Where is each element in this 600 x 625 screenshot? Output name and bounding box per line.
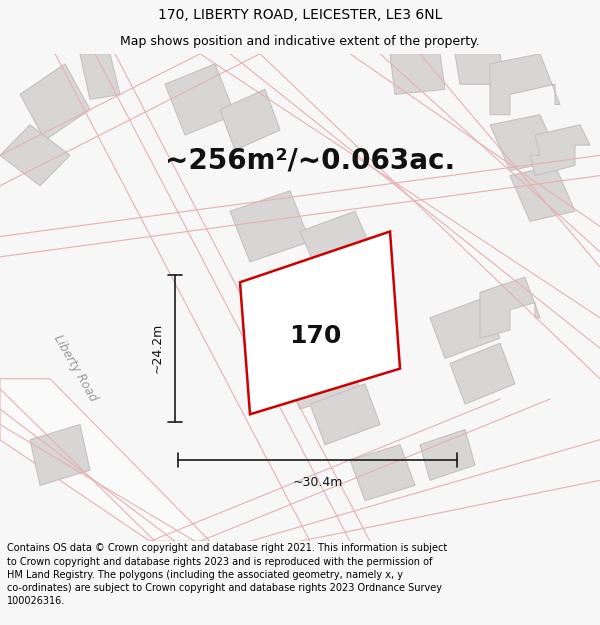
Polygon shape (350, 445, 415, 501)
Polygon shape (430, 298, 500, 358)
Polygon shape (490, 54, 560, 115)
Text: ~256m²/~0.063ac.: ~256m²/~0.063ac. (165, 146, 455, 174)
Polygon shape (220, 89, 280, 150)
Polygon shape (0, 379, 210, 541)
Polygon shape (165, 64, 235, 135)
Polygon shape (280, 343, 360, 409)
Polygon shape (0, 125, 70, 186)
Polygon shape (450, 343, 515, 404)
Text: 170, LIBERTY ROAD, LEICESTER, LE3 6NL: 170, LIBERTY ROAD, LEICESTER, LE3 6NL (158, 8, 442, 22)
Polygon shape (480, 278, 540, 338)
Text: ~24.2m: ~24.2m (151, 323, 163, 373)
Polygon shape (490, 115, 560, 171)
Polygon shape (300, 211, 375, 278)
Polygon shape (510, 166, 575, 221)
Polygon shape (240, 231, 400, 414)
Polygon shape (455, 54, 505, 84)
Text: Liberty Road: Liberty Road (50, 333, 100, 404)
Text: Contains OS data © Crown copyright and database right 2021. This information is : Contains OS data © Crown copyright and d… (7, 544, 448, 606)
Text: 170: 170 (289, 324, 341, 348)
Polygon shape (390, 54, 445, 94)
Text: Map shows position and indicative extent of the property.: Map shows position and indicative extent… (120, 36, 480, 48)
Polygon shape (310, 384, 380, 445)
Polygon shape (80, 54, 120, 99)
Polygon shape (230, 191, 310, 262)
Polygon shape (20, 64, 90, 140)
Text: ~30.4m: ~30.4m (292, 476, 343, 489)
Polygon shape (420, 429, 475, 480)
Polygon shape (530, 125, 590, 176)
Polygon shape (250, 267, 330, 338)
Polygon shape (30, 424, 90, 486)
